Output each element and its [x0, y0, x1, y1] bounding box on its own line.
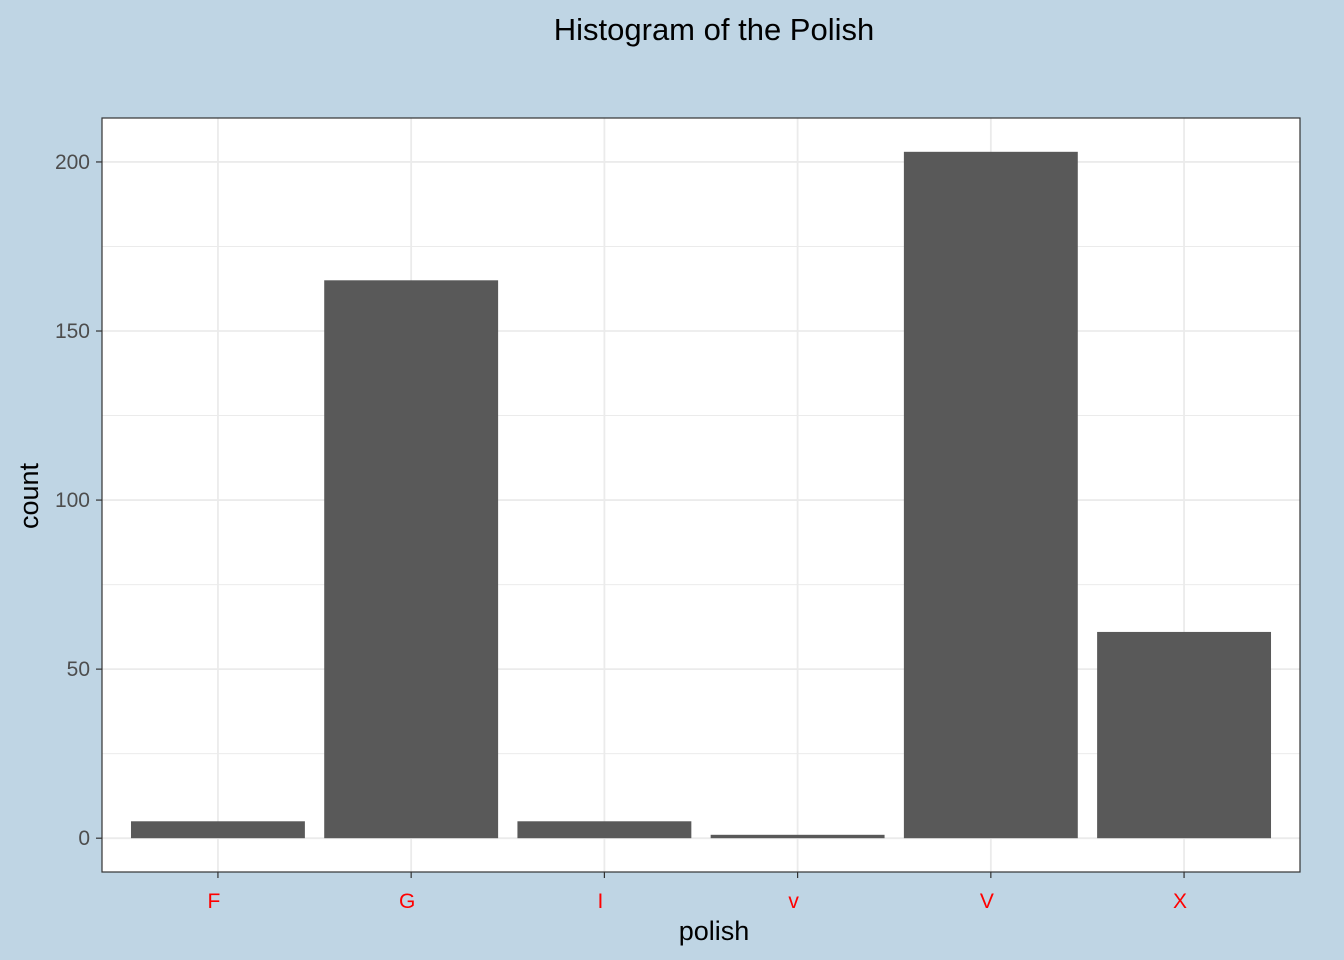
- y-tick-label: 0: [78, 827, 90, 850]
- bar-G: [324, 280, 499, 839]
- y-axis-title: count: [14, 462, 44, 529]
- x-tick-label: F: [208, 890, 221, 913]
- y-tick-label: 200: [55, 151, 90, 174]
- bar-I: [517, 821, 692, 839]
- bar-V: [903, 151, 1078, 839]
- x-tick-label: X: [1173, 890, 1187, 913]
- bars: [130, 151, 1272, 839]
- panel-border: [101, 117, 1301, 873]
- y-tick-label: 150: [55, 320, 90, 343]
- bar-v: [710, 834, 885, 839]
- y-tick-label: 100: [55, 489, 90, 512]
- y-tick-label: 50: [67, 658, 90, 681]
- bar-F: [130, 821, 305, 839]
- y-axis: 0 50 100 150 200: [55, 151, 102, 850]
- x-tick-label: v: [788, 890, 799, 913]
- x-tick-label: G: [399, 890, 415, 913]
- x-tick-label: I: [597, 890, 603, 913]
- x-axis-title: polish: [679, 916, 750, 946]
- x-tick-label: V: [980, 890, 994, 913]
- bar-X: [1097, 631, 1272, 839]
- chart-title: Histogram of the Polish: [554, 12, 874, 47]
